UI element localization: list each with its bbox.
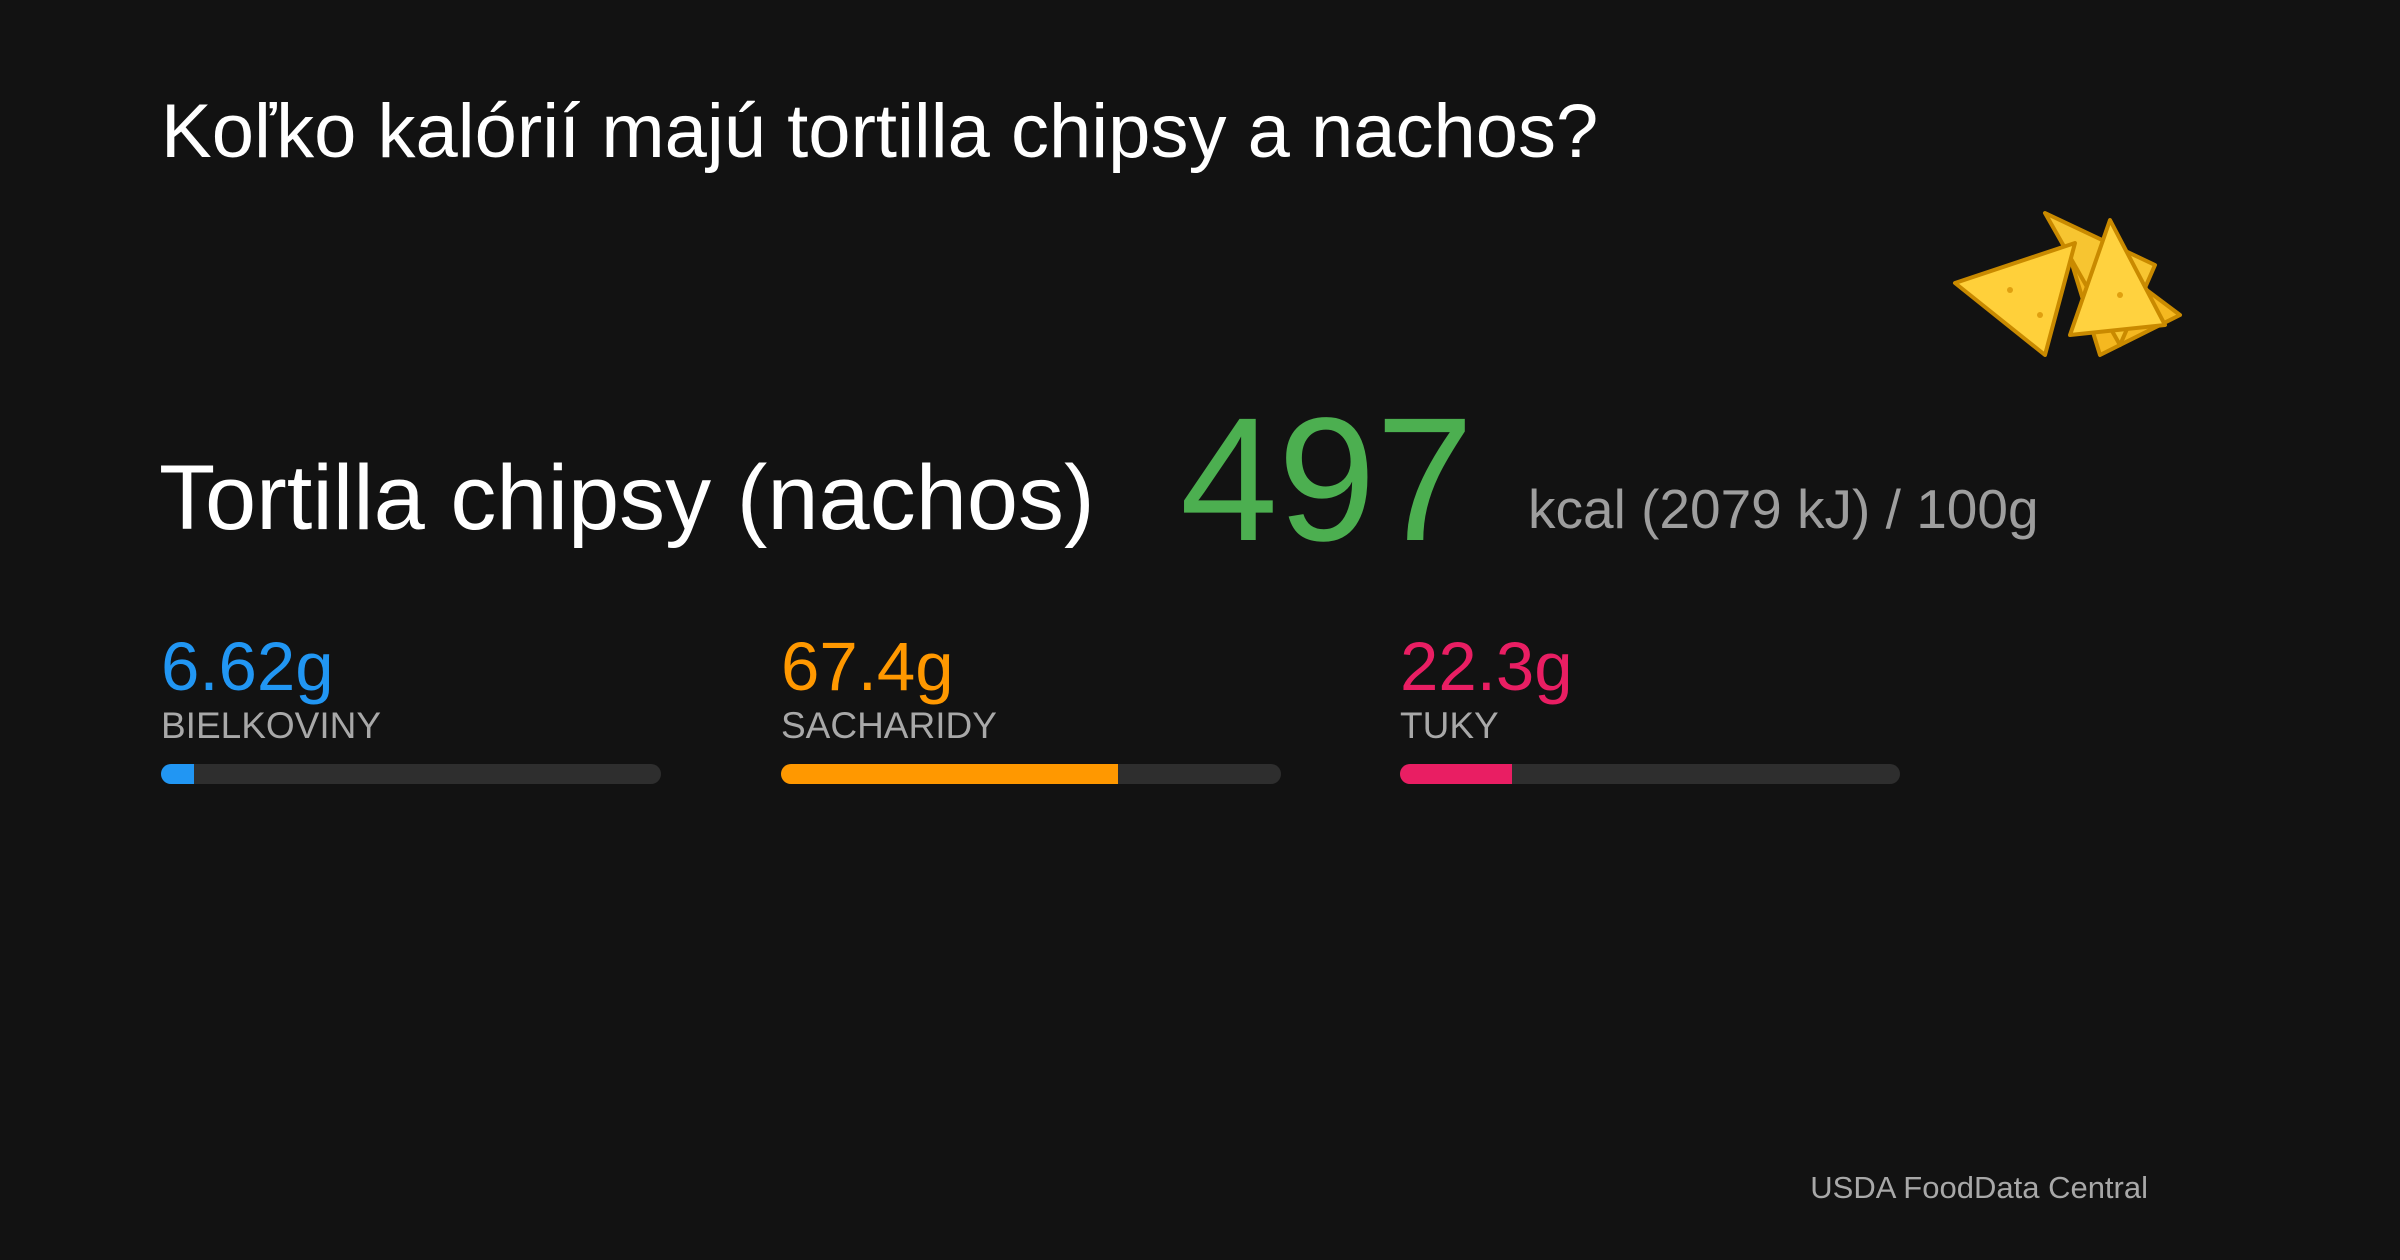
macro-value: 6.62g (161, 628, 334, 705)
calories-unit: kcal (2079 kJ) / 100g (1528, 478, 2039, 540)
macro: 22.3g TUKY (1400, 632, 1900, 784)
progress-fill (161, 764, 195, 784)
progress-fill (1400, 764, 1512, 784)
progress-track (781, 764, 1281, 784)
calories: 497 (1180, 382, 1474, 578)
macro: 67.4g SACHARIDY (781, 632, 1281, 784)
macro-value: 22.3g (1400, 628, 1573, 705)
progress-fill (781, 764, 1118, 784)
progress-track (1400, 764, 1900, 784)
macro-name: SACHARIDY (781, 705, 997, 746)
macro-name: TUKY (1400, 705, 1499, 746)
title: Koľko kalórií majú tortilla chipsy a nac… (161, 89, 1599, 174)
progress-track (161, 764, 661, 784)
nachos-icon (1953, 211, 2182, 357)
source: USDA FoodData Central (1810, 1170, 2148, 1205)
macro-name: BIELKOVINY (161, 705, 382, 746)
macro-value: 67.4g (781, 628, 954, 705)
macro: 6.62g BIELKOVINY (161, 632, 661, 784)
food-name: Tortilla chipsy (nachos) (159, 447, 1095, 549)
